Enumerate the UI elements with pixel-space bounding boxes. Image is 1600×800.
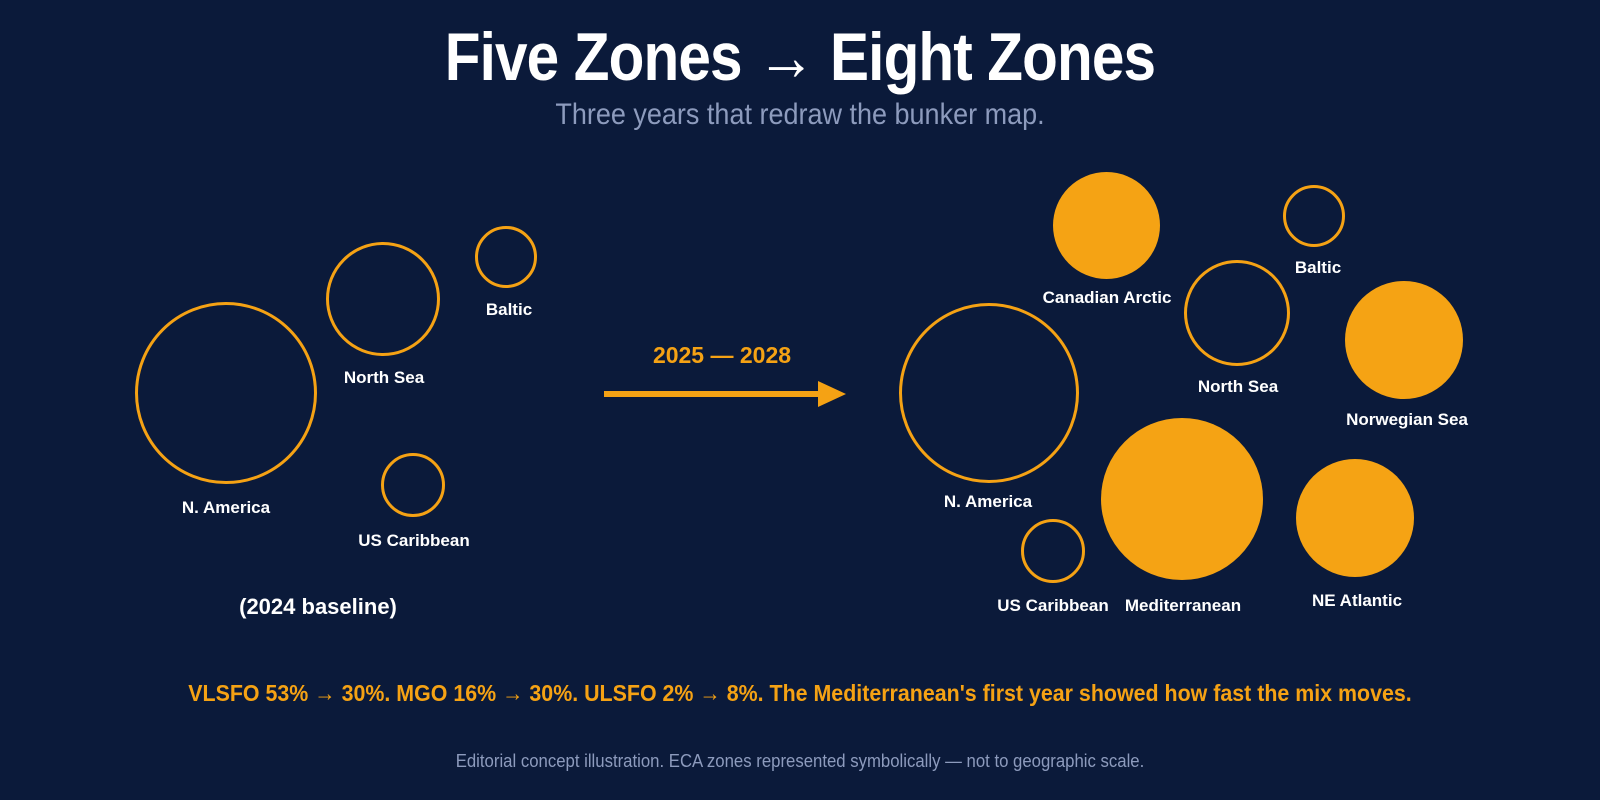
page-subtitle: Three years that redraw the bunker map.: [555, 98, 1045, 131]
zone-circle-baltic-2024: [475, 226, 537, 288]
zone-circle-n-america-2028: [899, 303, 1079, 483]
zone-label-baltic-2028: Baltic: [1294, 258, 1342, 277]
zone-label-us-caribbean-2028: US Caribbean: [997, 596, 1109, 615]
zone-circle-north-sea-2024: [326, 242, 440, 356]
zone-label-north-sea-2024: North Sea: [343, 368, 425, 387]
baseline-caption: (2024 baseline): [239, 594, 397, 619]
zone-circle-north-sea-2028: [1184, 260, 1290, 366]
page-title: Five Zones → Eight Zones: [444, 19, 1156, 95]
zone-circle-canadian-arctic: [1053, 172, 1160, 279]
zone-label-n-america-2024: N. America: [181, 498, 271, 517]
zone-label-us-caribbean-2024: US Caribbean: [358, 531, 470, 550]
period-label: 2025 — 2028: [652, 342, 792, 368]
zone-label-norwegian-sea: Norwegian Sea: [1346, 410, 1468, 429]
zone-label-mediterranean: Mediterranean: [1124, 596, 1242, 615]
zone-label-baltic-2024: Baltic: [485, 300, 533, 319]
footnote: Editorial concept illustration. ECA zone…: [455, 751, 1145, 771]
zone-circle-n-america-2024: [135, 302, 317, 484]
zone-label-ne-atlantic: NE Atlantic: [1311, 591, 1403, 610]
zone-circle-us-caribbean-2024: [381, 453, 445, 517]
fuel-mix-stats: VLSFO 53% → 30%. MGO 16% → 30%. ULSFO 2%…: [188, 680, 1412, 706]
transition-arrow-shaft: [604, 391, 824, 397]
zone-label-north-sea-2028: North Sea: [1197, 377, 1279, 396]
zone-label-canadian-arctic: Canadian Arctic: [1042, 288, 1172, 307]
zone-circle-norwegian-sea: [1345, 281, 1463, 399]
zone-circle-mediterranean: [1101, 418, 1263, 580]
zone-label-n-america-2028: N. America: [943, 492, 1033, 511]
zone-circle-us-caribbean-2028: [1021, 519, 1085, 583]
transition-arrow-head: [818, 381, 846, 407]
zone-circle-baltic-2028: [1283, 185, 1345, 247]
zone-circle-ne-atlantic: [1296, 459, 1414, 577]
